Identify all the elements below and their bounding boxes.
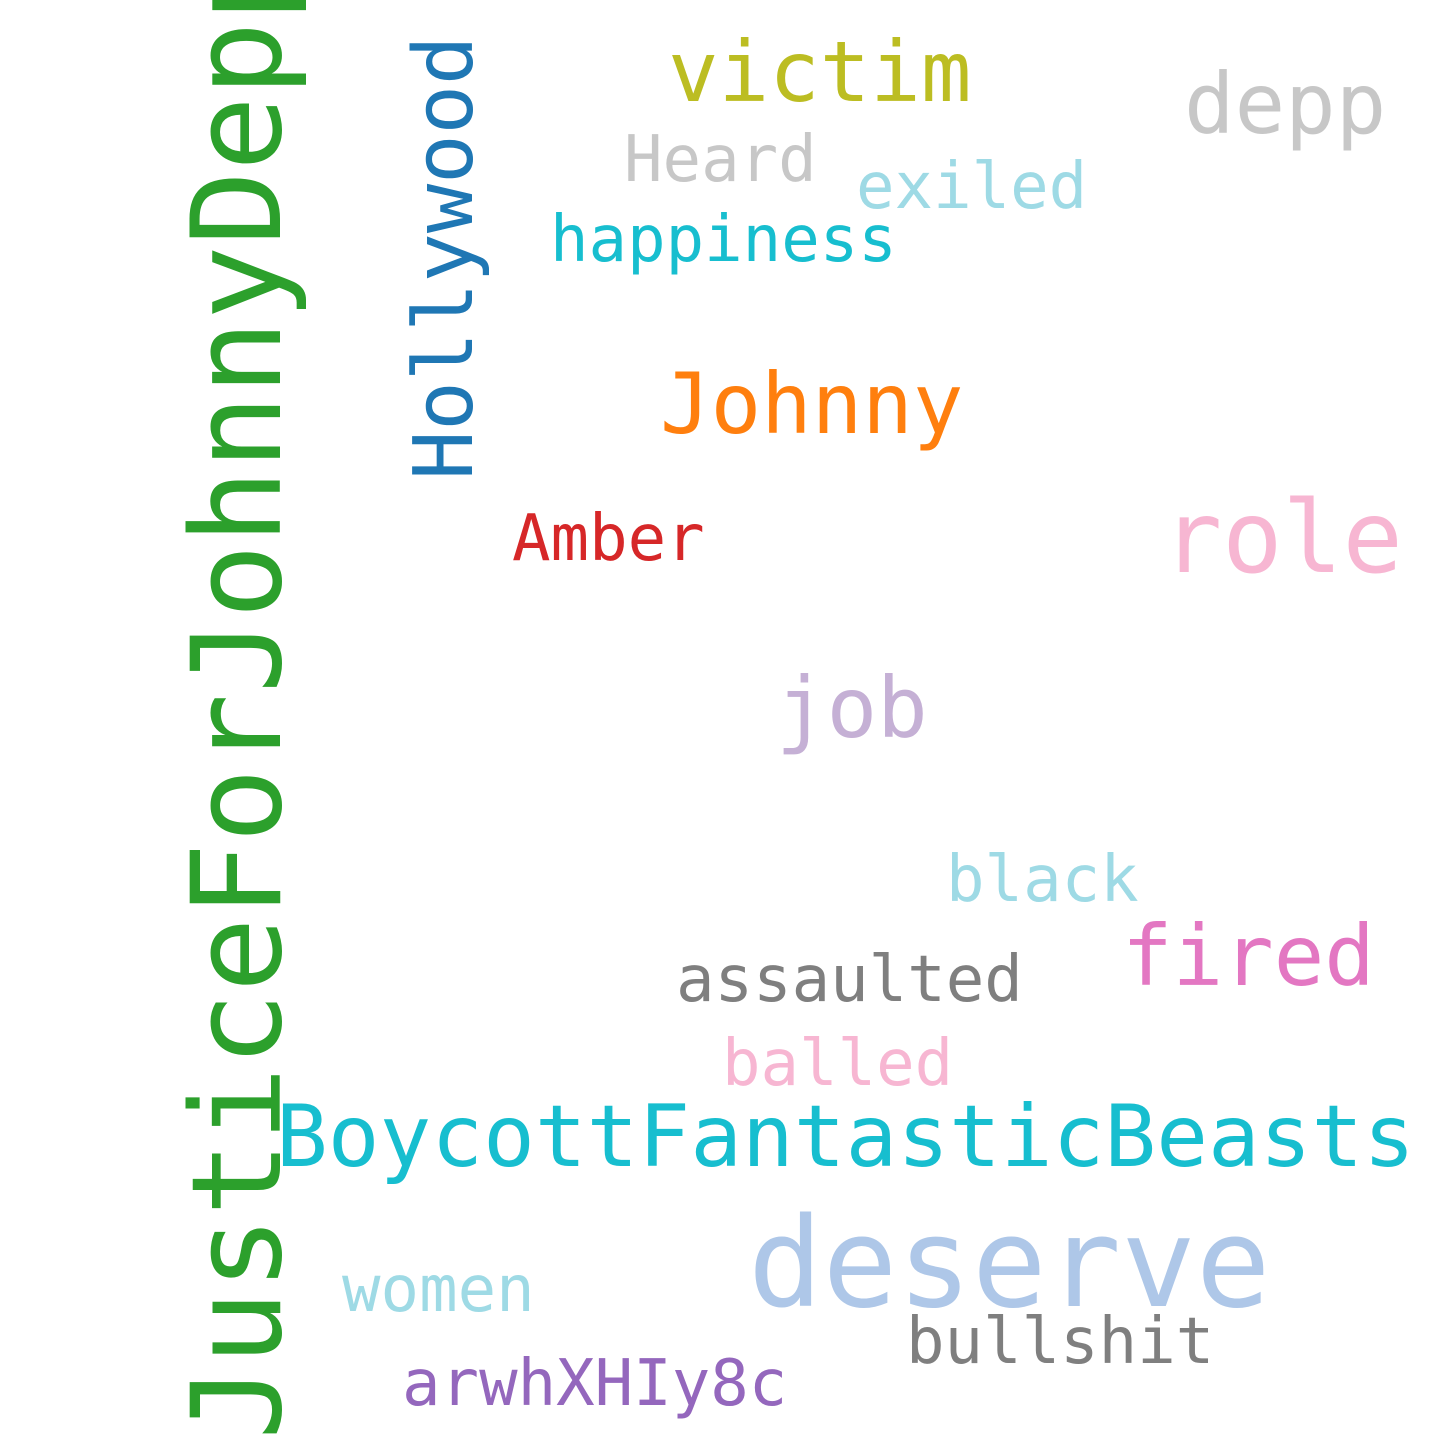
- word-justiceforjohnnydepp: JusticeForJohnnyDepp: [166, 0, 310, 1440]
- word-role: role: [1162, 479, 1403, 596]
- word-happiness: happiness: [550, 203, 897, 277]
- word-johnny: Johnny: [660, 355, 964, 453]
- word-victim: victim: [668, 23, 972, 121]
- word-amber: Amber: [512, 502, 705, 576]
- word-balled: balled: [722, 1027, 954, 1101]
- word-assaulted: assaulted: [676, 943, 1023, 1017]
- word-depp: depp: [1184, 55, 1387, 153]
- word-heard: Heard: [624, 123, 817, 197]
- word-bullshit: bullshit: [906, 1305, 1215, 1379]
- word-job: job: [776, 659, 928, 757]
- word-exiled: exiled: [856, 150, 1088, 224]
- word-women: women: [342, 1253, 535, 1327]
- word-fired: fired: [1122, 907, 1375, 1005]
- word-boycottfantasticbeasts: BoycottFantasticBeasts: [276, 1087, 1416, 1187]
- word-arwhxhiy8c: arwhXHIy8c: [402, 1347, 788, 1421]
- word-black: black: [946, 843, 1139, 917]
- word-deserve: deserve: [748, 1192, 1271, 1336]
- word-hollywood: Hollywood: [397, 35, 492, 480]
